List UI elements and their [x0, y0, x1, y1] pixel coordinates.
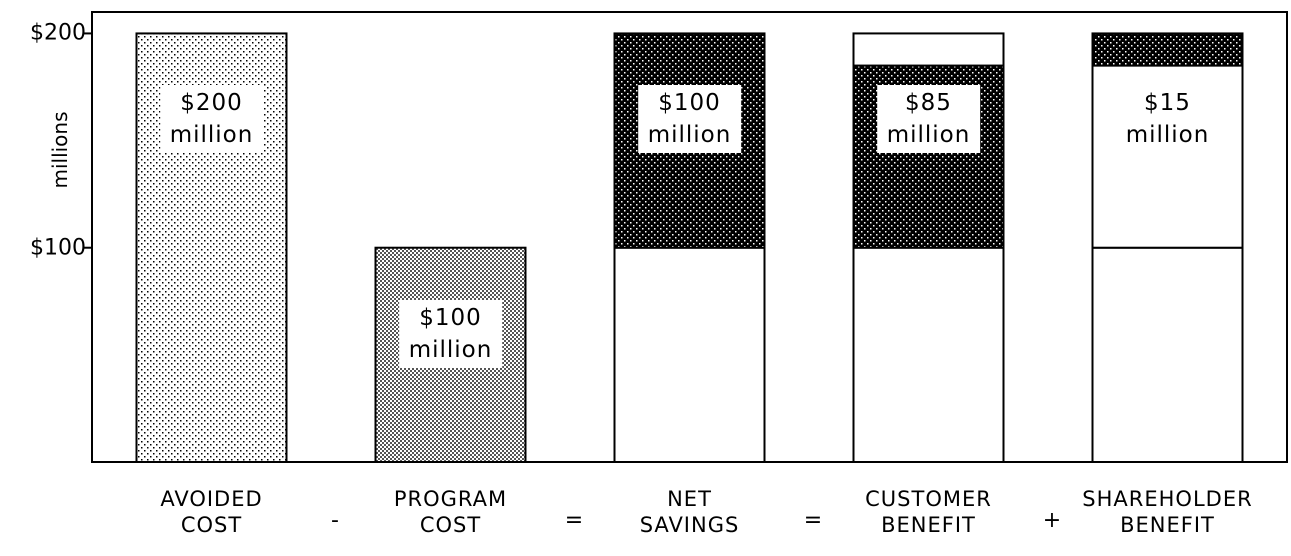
operator: = [803, 508, 823, 533]
value-label: $100 million [398, 299, 503, 368]
x-tick-label: SHAREHOLDER BENEFIT [1082, 487, 1253, 537]
bar-segment [1091, 32, 1244, 67]
bar-segment [852, 32, 1005, 67]
bar-segment [613, 246, 766, 463]
y-tick-label: $100 [30, 235, 86, 261]
y-axis-label: millions [48, 111, 72, 189]
x-tick-label: NET SAVINGS [639, 487, 740, 537]
x-tick-label: CUSTOMER BENEFIT [865, 487, 992, 537]
value-label: $100 million [637, 85, 742, 154]
bar-segment [1091, 246, 1244, 463]
bar-segment [852, 246, 1005, 463]
value-label: $85 million [876, 85, 981, 154]
operator: = [564, 508, 584, 533]
y-tick-label: $200 [30, 20, 86, 46]
value-label: $200 million [159, 85, 264, 154]
x-tick-label: PROGRAM COST [393, 487, 508, 537]
value-label: $15 million [1115, 85, 1220, 154]
operator: + [1042, 508, 1062, 533]
x-tick-label: AVOIDED COST [160, 487, 263, 537]
operator: - [331, 508, 339, 533]
